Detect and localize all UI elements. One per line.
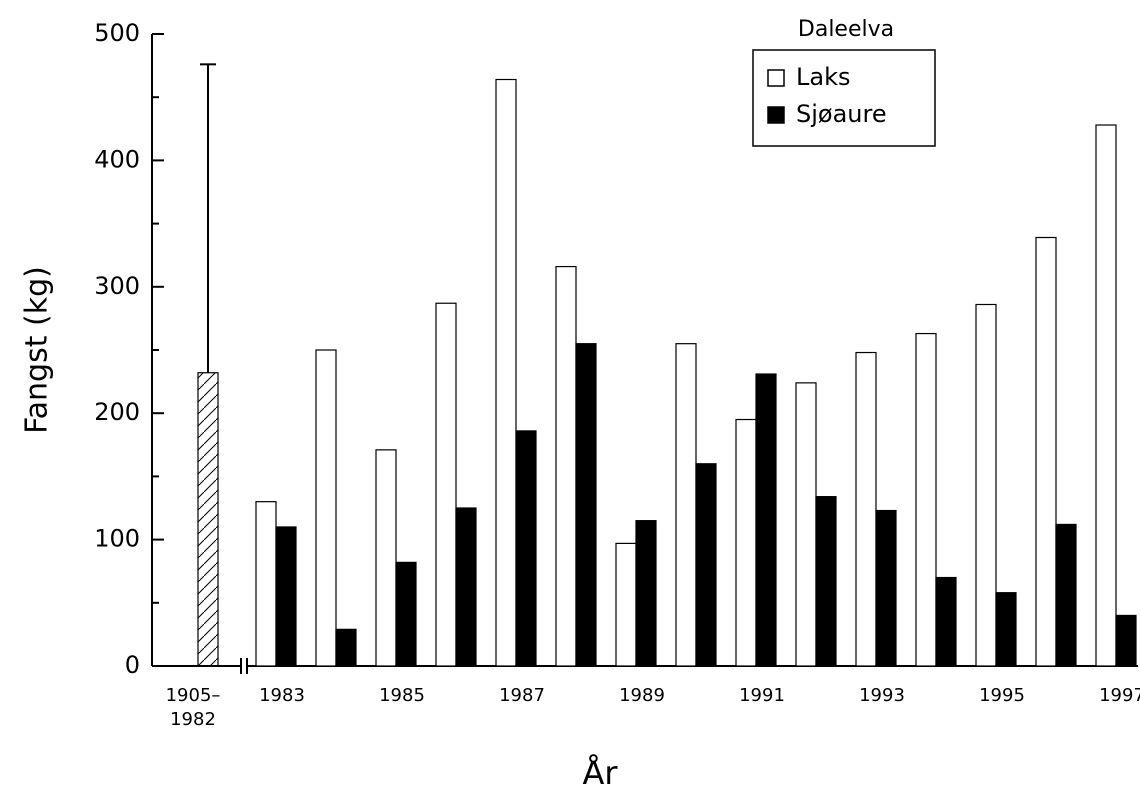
x-tick-label: 1991: [739, 685, 785, 706]
x-tick-label: 1997: [1099, 685, 1140, 706]
y-tick-label: 500: [94, 19, 140, 47]
x-tick-label: 1983: [259, 685, 305, 706]
bar: [855, 351, 877, 667]
bar: [555, 265, 577, 667]
bar: [635, 520, 657, 667]
legend-swatch: [767, 69, 785, 87]
bar: [615, 542, 637, 667]
bar: [375, 449, 397, 667]
y-tick-label: 400: [94, 145, 140, 173]
bar: [575, 343, 597, 667]
x-tick-label: 1995: [979, 685, 1025, 706]
bar: [197, 372, 219, 667]
x-tick-label: 1905– 1982: [166, 685, 221, 730]
legend-label: Sjøaure: [796, 100, 887, 128]
x-tick-label: 1993: [859, 685, 905, 706]
bar: [735, 418, 757, 667]
bar: [815, 496, 837, 667]
legend-label: Laks: [796, 63, 850, 91]
legend-title: Daleelva: [798, 17, 894, 42]
bar: [335, 628, 357, 667]
y-tick-label: 300: [94, 272, 140, 300]
y-axis-label: Fangst (kg): [20, 266, 55, 434]
bar: [395, 561, 417, 667]
bar: [975, 303, 997, 667]
bar: [1035, 236, 1057, 667]
x-tick-label: 1985: [379, 685, 425, 706]
y-tick-label: 0: [125, 651, 140, 679]
bar: [1095, 124, 1117, 667]
bar: [275, 526, 297, 667]
y-tick-label: 100: [94, 525, 140, 553]
y-tick-label: 200: [94, 398, 140, 426]
x-tick-label: 1987: [499, 685, 545, 706]
bar: [315, 349, 337, 667]
bar: [935, 576, 957, 667]
bar: [695, 463, 717, 667]
bar: [755, 373, 777, 667]
bar: [915, 332, 937, 667]
bar: [875, 509, 897, 667]
legend-swatch: [767, 106, 785, 124]
legend-box: [752, 49, 936, 147]
bar: [1115, 614, 1137, 667]
bar: [495, 78, 517, 667]
x-axis-label: År: [582, 754, 618, 792]
bar: [795, 382, 817, 667]
bar: [515, 430, 537, 667]
bar: [255, 501, 277, 667]
bar: [1055, 523, 1077, 667]
bar: [455, 507, 477, 667]
bar: [995, 592, 1017, 667]
bar: [675, 343, 697, 667]
bar: [435, 302, 457, 667]
x-tick-label: 1989: [619, 685, 665, 706]
